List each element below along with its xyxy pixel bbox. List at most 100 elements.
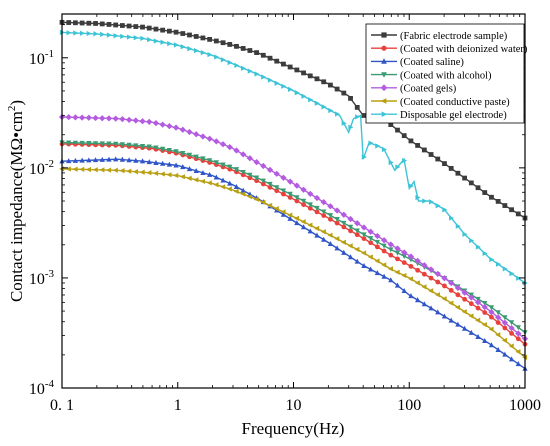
series-marker xyxy=(273,170,280,177)
series-marker xyxy=(354,258,360,264)
series-marker xyxy=(167,40,173,47)
series-marker xyxy=(213,138,220,145)
series-marker xyxy=(408,276,414,282)
series-marker xyxy=(152,119,160,127)
series-marker xyxy=(220,177,226,183)
series-marker xyxy=(207,51,213,58)
series-marker xyxy=(139,158,146,164)
series-marker xyxy=(139,143,146,149)
series-marker xyxy=(294,67,300,73)
series-marker xyxy=(307,73,313,79)
series-marker xyxy=(415,194,421,201)
series-marker xyxy=(347,254,354,260)
series-marker xyxy=(448,300,454,306)
series-marker xyxy=(79,157,85,163)
series-marker xyxy=(482,250,488,257)
series-marker xyxy=(340,239,346,245)
series-marker xyxy=(112,115,119,122)
series-marker xyxy=(173,29,179,35)
series-marker xyxy=(140,35,146,42)
series-marker xyxy=(341,249,347,255)
legend-label: (Coated gels) xyxy=(400,84,457,95)
series-marker xyxy=(468,180,474,186)
series-marker xyxy=(186,128,193,136)
series-3 xyxy=(59,156,528,371)
series-marker xyxy=(394,269,400,275)
y-tick-label-exp: -2 xyxy=(45,158,54,170)
series-marker xyxy=(253,175,260,181)
series-marker xyxy=(273,206,279,212)
series-marker xyxy=(125,116,133,123)
series-marker xyxy=(253,196,259,202)
series-marker xyxy=(469,237,475,244)
series-marker xyxy=(179,174,185,180)
series-marker xyxy=(166,148,173,154)
series-marker xyxy=(85,166,92,173)
y-tick-label: 10-1 xyxy=(29,48,54,68)
series-marker xyxy=(461,325,468,331)
legend-item: Disposable gel electrode) xyxy=(371,110,507,121)
series-marker xyxy=(408,257,414,263)
series-marker xyxy=(287,195,293,200)
legend-item: (Coated conductive paste) xyxy=(371,97,510,108)
series-marker xyxy=(79,30,86,36)
series-marker xyxy=(180,44,186,50)
series-marker xyxy=(509,270,515,277)
series-marker xyxy=(166,161,173,167)
series-marker xyxy=(220,57,226,63)
series-marker xyxy=(341,90,347,96)
series-marker xyxy=(515,325,521,331)
series-marker xyxy=(414,297,421,303)
series-marker xyxy=(354,246,360,253)
series-marker xyxy=(402,157,408,164)
series-marker xyxy=(394,282,401,288)
series-marker xyxy=(66,158,72,164)
series-marker xyxy=(132,117,139,124)
series-marker xyxy=(334,111,340,117)
series-marker xyxy=(214,54,220,60)
series-marker xyxy=(253,159,260,166)
series-marker xyxy=(314,205,320,211)
series-marker xyxy=(448,279,455,287)
series-marker xyxy=(166,28,172,34)
series-marker xyxy=(153,26,159,32)
series-marker xyxy=(374,244,380,250)
series-marker xyxy=(274,188,280,194)
series-marker xyxy=(421,271,427,277)
series-marker xyxy=(287,86,294,93)
series-marker xyxy=(99,156,105,162)
series-marker xyxy=(341,120,347,126)
legend-swatch-marker xyxy=(381,72,387,78)
series-marker xyxy=(254,71,260,77)
series-6 xyxy=(59,166,528,360)
series-marker xyxy=(515,211,521,217)
series-marker xyxy=(368,266,374,272)
x-tick-label: 0. 1 xyxy=(50,397,74,414)
x-axis-title: Frequency(Hz) xyxy=(242,419,345,438)
series-marker xyxy=(502,315,508,321)
series-marker xyxy=(86,157,92,163)
series-marker xyxy=(206,171,213,177)
series-marker xyxy=(361,154,367,160)
series-marker xyxy=(462,231,468,237)
series-marker xyxy=(126,23,132,29)
series-marker xyxy=(106,141,112,147)
series-marker xyxy=(146,25,152,31)
legend-swatch-marker xyxy=(381,32,387,38)
y-axis-title: Contact impedance(MΩ•cm2) xyxy=(6,100,26,302)
series-marker xyxy=(401,260,407,266)
series-marker xyxy=(307,222,313,228)
series-marker xyxy=(495,261,502,267)
series-marker xyxy=(360,224,368,231)
series-marker xyxy=(427,266,435,273)
series-marker xyxy=(321,213,327,218)
series-marker xyxy=(166,172,172,178)
series-marker xyxy=(442,161,447,166)
y-tick-label-exp: -1 xyxy=(45,48,54,60)
legend-box xyxy=(365,23,525,124)
series-marker xyxy=(126,168,132,174)
series-marker xyxy=(172,124,180,131)
series-marker xyxy=(120,33,126,40)
series-marker xyxy=(113,156,119,162)
